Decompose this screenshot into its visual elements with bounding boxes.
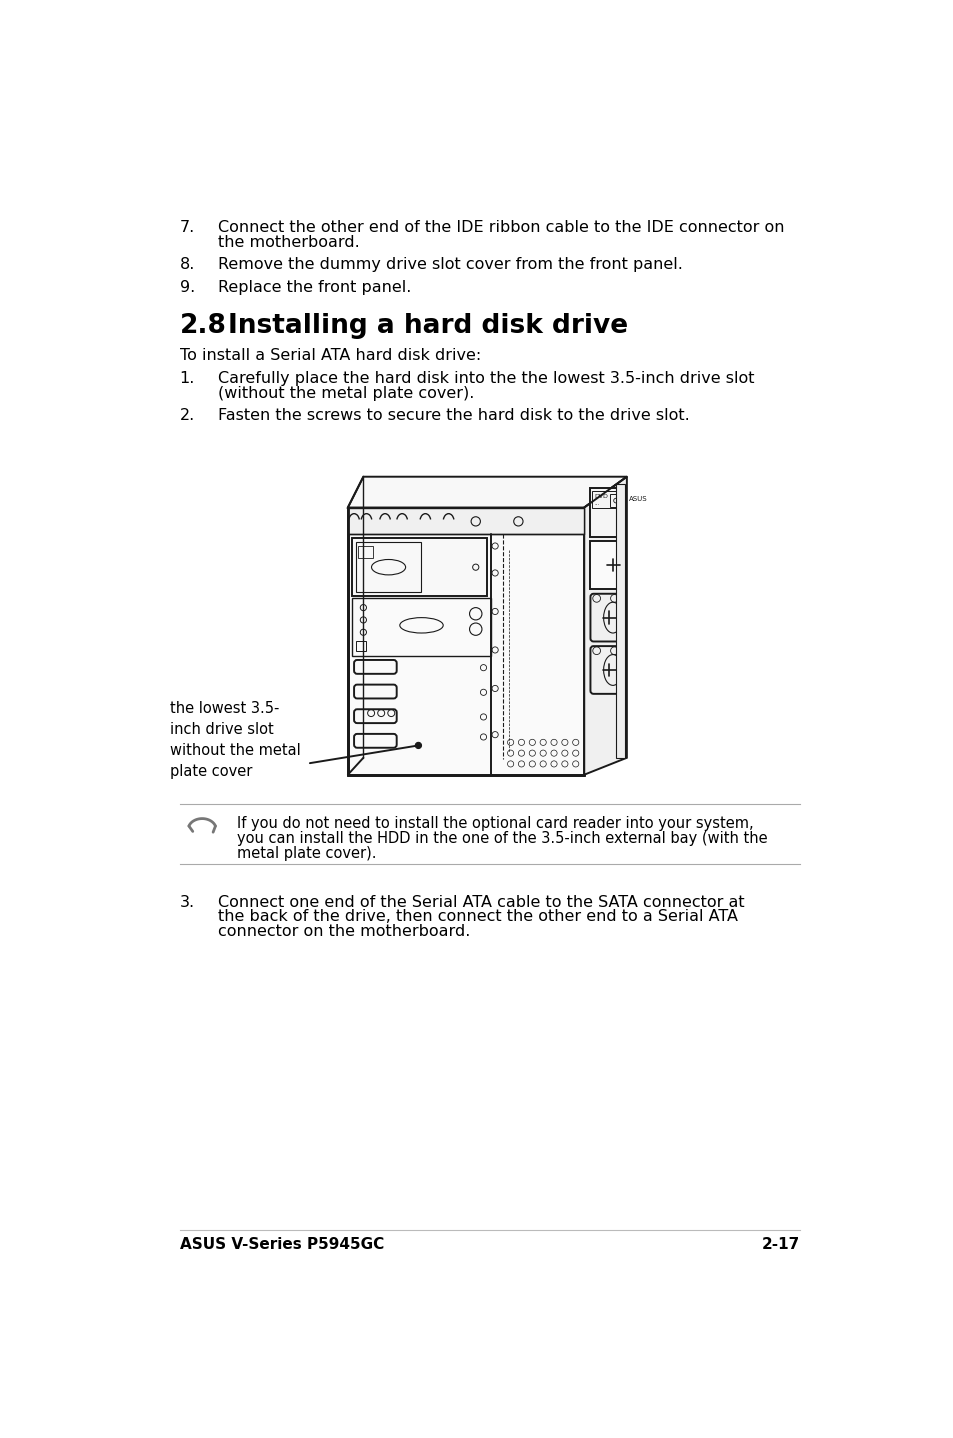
Text: Replace the front panel.: Replace the front panel. <box>218 279 412 295</box>
Text: the lowest 3.5-
inch drive slot
without the metal
plate cover: the lowest 3.5- inch drive slot without … <box>170 700 300 779</box>
Bar <box>590 541 620 590</box>
Text: 7.: 7. <box>179 220 194 236</box>
Circle shape <box>415 742 421 749</box>
Bar <box>348 508 583 535</box>
Polygon shape <box>583 477 626 775</box>
Text: Installing a hard disk drive: Installing a hard disk drive <box>228 312 627 339</box>
Text: 2.: 2. <box>179 408 194 423</box>
Text: the back of the drive, then connect the other end to a Serial ATA: the back of the drive, then connect the … <box>218 909 738 925</box>
Bar <box>348 508 583 775</box>
Text: 3.: 3. <box>179 894 194 910</box>
Text: ...: ... <box>594 500 598 506</box>
Text: (without the metal plate cover).: (without the metal plate cover). <box>218 385 475 401</box>
Bar <box>357 546 373 558</box>
Text: To install a Serial ATA hard disk drive:: To install a Serial ATA hard disk drive: <box>179 348 480 364</box>
Bar <box>355 641 366 651</box>
Text: you can install the HDD in the one of the 3.5-inch external bay (with the: you can install the HDD in the one of th… <box>236 831 767 846</box>
Bar <box>352 538 487 597</box>
Text: connector on the motherboard.: connector on the motherboard. <box>218 925 471 939</box>
Text: Connect one end of the Serial ATA cable to the SATA connector at: Connect one end of the Serial ATA cable … <box>218 894 744 910</box>
Text: ASUS V-Series P5945GC: ASUS V-Series P5945GC <box>179 1238 383 1252</box>
Polygon shape <box>348 477 626 508</box>
Bar <box>592 490 620 508</box>
Text: 2-17: 2-17 <box>760 1238 799 1252</box>
Text: ASUS: ASUS <box>629 496 647 502</box>
Text: metal plate cover).: metal plate cover). <box>236 846 376 860</box>
Text: the motherboard.: the motherboard. <box>218 234 360 250</box>
Bar <box>616 485 624 758</box>
Text: Carefully place the hard disk into the the lowest 3.5-inch drive slot: Carefully place the hard disk into the t… <box>218 371 754 387</box>
Text: Remove the dummy drive slot cover from the front panel.: Remove the dummy drive slot cover from t… <box>218 257 682 272</box>
Text: 8.: 8. <box>179 257 194 272</box>
Text: If you do not need to install the optional card reader into your system,: If you do not need to install the option… <box>236 817 753 831</box>
Text: 2.8: 2.8 <box>179 312 227 339</box>
Text: DVD: DVD <box>594 495 608 499</box>
Bar <box>590 489 620 536</box>
Bar <box>352 598 491 656</box>
Text: Connect the other end of the IDE ribbon cable to the IDE connector on: Connect the other end of the IDE ribbon … <box>218 220 784 236</box>
Text: 9.: 9. <box>179 279 194 295</box>
Bar <box>609 495 616 506</box>
Bar <box>355 542 421 592</box>
Text: Fasten the screws to secure the hard disk to the drive slot.: Fasten the screws to secure the hard dis… <box>218 408 689 423</box>
Text: 1.: 1. <box>179 371 194 387</box>
